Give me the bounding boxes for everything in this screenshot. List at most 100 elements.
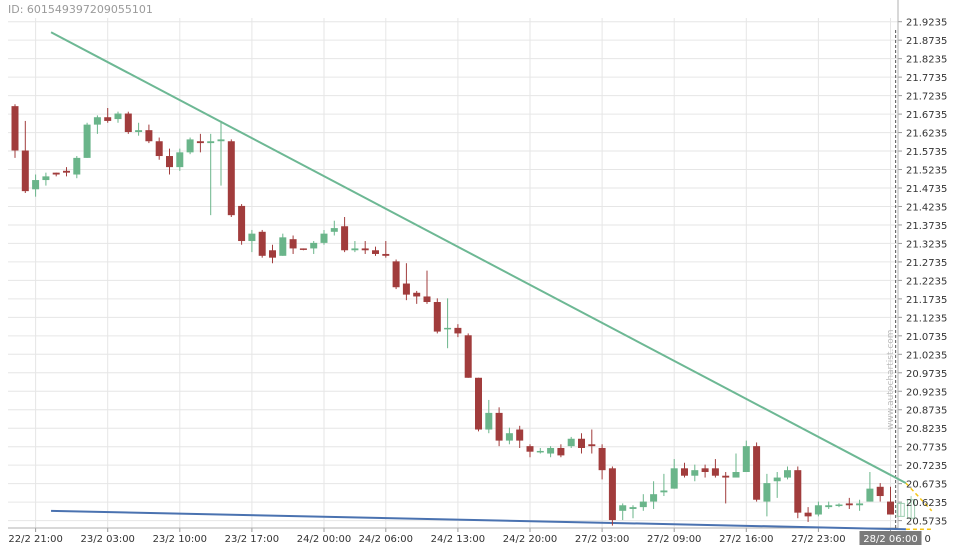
x-tick-label: 27/2 03:00 — [575, 534, 629, 545]
y-tick-label: 20.8735 — [906, 406, 947, 417]
candle-bearish — [413, 292, 421, 297]
y-tick-label: 21.2235 — [906, 276, 947, 287]
ghost-candle — [896, 502, 905, 517]
candle-bullish — [866, 488, 874, 502]
y-tick-label: 21.2735 — [906, 258, 947, 269]
candle-bearish — [794, 470, 802, 513]
candle-bullish — [485, 412, 493, 430]
x-tick-label: 27/2 09:00 — [647, 534, 701, 545]
candle-bearish — [608, 468, 616, 521]
candle-bullish — [73, 157, 81, 175]
y-tick-label: 21.7735 — [906, 73, 947, 84]
candle-bullish — [835, 504, 843, 507]
candle-bullish — [114, 113, 122, 120]
y-tick-label: 20.6735 — [906, 480, 947, 491]
candle-bullish — [814, 505, 822, 515]
candlesticks — [11, 104, 916, 526]
candle-bearish — [372, 250, 379, 254]
y-tick-label: 21.3235 — [906, 239, 947, 250]
candle-bearish — [289, 239, 297, 249]
candle-bearish — [361, 248, 369, 251]
y-axis-tick-labels: 21.9235 21.8735 21.8235 21.7735 21.7235 21.67… — [906, 18, 947, 528]
support-trend-line — [51, 509, 906, 531]
candle-bearish — [464, 335, 472, 378]
candle-bearish — [11, 106, 19, 151]
candle-bullish — [773, 477, 781, 482]
candle-bearish — [269, 250, 276, 258]
candle-bullish — [279, 237, 287, 256]
candle-bullish — [176, 152, 184, 168]
candle-bearish — [238, 205, 246, 242]
x-tick-label: 27/2 23:00 — [791, 534, 845, 545]
candle-bullish — [825, 505, 833, 508]
candle-bullish — [629, 507, 637, 509]
candle-bullish — [650, 494, 658, 502]
candle-bullish — [856, 503, 864, 506]
candle-bearish — [341, 226, 349, 251]
candle-bearish — [299, 248, 307, 250]
pattern-overlays — [50, 30, 933, 531]
x-tick-label: 24/2 13:00 — [431, 534, 485, 545]
candle-bullish — [351, 248, 359, 251]
candle-bearish — [454, 327, 462, 334]
x-axis-tick-labels: 22/2 21:00 23/2 03:00 23/2 10:00 23/2 17:00… — [8, 531, 931, 545]
candle-bullish — [536, 450, 544, 453]
candle-bearish — [475, 377, 482, 430]
y-tick-label: 21.1235 — [906, 313, 947, 324]
x-tick-label: 0 — [925, 534, 931, 545]
y-tick-label: 21.8735 — [906, 36, 947, 47]
y-tick-label: 21.8235 — [906, 55, 947, 66]
candle-bearish — [155, 141, 163, 157]
candle-bearish — [52, 172, 60, 175]
forecast-upper-line — [905, 482, 933, 512]
x-tick-label: 24/2 00:00 — [297, 534, 351, 545]
x-tick-label: 23/2 10:00 — [153, 534, 207, 545]
x-tick-label: 22/2 21:00 — [8, 534, 62, 545]
candle-bullish — [639, 501, 647, 508]
y-tick-label: 20.8235 — [906, 424, 947, 435]
y-tick-label: 21.4235 — [906, 202, 947, 213]
y-tick-label: 20.9735 — [906, 369, 947, 380]
candle-bullish — [93, 117, 101, 125]
x-tick-label: 23/2 03:00 — [80, 534, 134, 545]
candle-bearish — [227, 141, 235, 216]
candle-bearish — [804, 512, 812, 517]
candle-bearish — [681, 468, 688, 476]
candle-bullish — [330, 228, 338, 232]
x-tick-highlight — [859, 531, 922, 545]
candle-bullish — [310, 242, 318, 249]
candle-bearish — [124, 113, 132, 133]
y-tick-label: 21.0735 — [906, 332, 947, 343]
candle-bearish — [495, 412, 503, 441]
candle-bearish — [701, 468, 709, 473]
y-tick-label: 20.7735 — [906, 443, 947, 454]
y-tick-label: 21.0235 — [906, 350, 947, 361]
y-tick-label: 20.9235 — [906, 387, 947, 398]
y-tick-label: 21.9235 — [906, 18, 947, 29]
candle-bearish — [516, 429, 524, 441]
candle-bullish — [763, 483, 771, 502]
candle-bullish — [248, 233, 256, 242]
candle-bearish — [887, 501, 894, 515]
candle-bearish — [722, 475, 730, 478]
candle-bullish — [619, 505, 627, 511]
candle-bearish — [588, 444, 596, 447]
ghost-candle — [907, 499, 916, 519]
candle-bearish — [392, 261, 400, 288]
candle-bearish — [557, 447, 565, 456]
candle-bearish — [753, 446, 761, 500]
x-tick-label: 24/2 20:00 — [503, 534, 557, 545]
candle-bearish — [578, 438, 585, 448]
x-tick-label: 28/2 06:00 — [863, 534, 917, 545]
candle-bullish — [732, 472, 740, 478]
candle-bullish — [505, 433, 513, 441]
candle-bearish — [104, 117, 112, 121]
candle-bullish — [660, 490, 668, 493]
y-tick-label: 21.3735 — [906, 221, 947, 232]
candle-bullish — [567, 438, 575, 447]
candle-bullish — [444, 327, 452, 330]
y-tick-label: 20.5735 — [906, 517, 947, 528]
y-tick-label: 21.1735 — [906, 295, 947, 306]
